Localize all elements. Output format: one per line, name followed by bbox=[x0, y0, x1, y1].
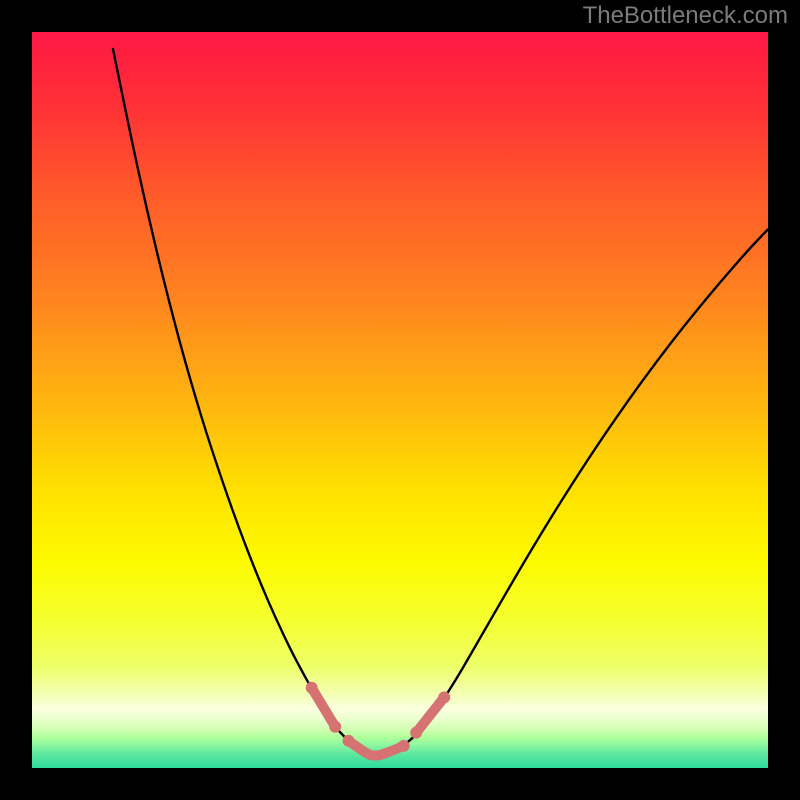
highlight-dot bbox=[306, 682, 318, 694]
highlight-dot bbox=[438, 691, 450, 703]
highlight-dot bbox=[410, 727, 422, 739]
plot-background bbox=[32, 32, 768, 768]
bottleneck-chart bbox=[0, 0, 800, 800]
highlight-dot bbox=[329, 721, 341, 733]
highlight-dot bbox=[398, 740, 410, 752]
highlight-dot bbox=[342, 735, 354, 747]
watermark-text: TheBottleneck.com bbox=[583, 2, 788, 30]
